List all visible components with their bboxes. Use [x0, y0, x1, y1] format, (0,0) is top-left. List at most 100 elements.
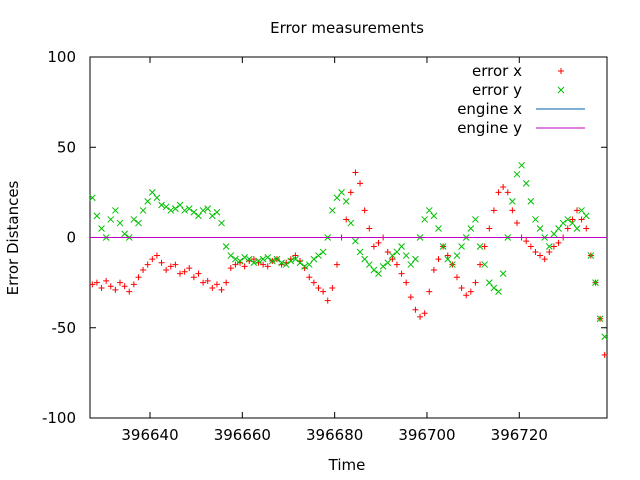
data-point — [458, 285, 465, 292]
data-point — [103, 277, 110, 284]
data-point — [153, 194, 161, 202]
data-point — [181, 268, 188, 275]
data-point — [218, 286, 225, 293]
data-point — [370, 266, 378, 274]
data-point — [282, 261, 290, 268]
data-point — [578, 207, 585, 214]
data-point — [250, 256, 257, 263]
data-point — [486, 225, 493, 232]
data-point — [398, 270, 405, 277]
data-point — [384, 248, 391, 255]
data-point — [222, 243, 230, 250]
data-point — [495, 288, 502, 296]
y-tick-label: -50 — [52, 319, 77, 337]
data-point — [241, 254, 248, 261]
data-point — [130, 216, 138, 223]
data-point — [472, 279, 479, 286]
data-point — [200, 279, 207, 286]
data-point — [158, 201, 165, 209]
data-point — [241, 263, 248, 270]
data-point — [232, 261, 239, 268]
data-point — [444, 255, 452, 263]
data-point — [356, 248, 364, 256]
data-point — [582, 212, 590, 220]
data-point — [536, 225, 544, 232]
data-point — [472, 216, 479, 223]
data-point — [389, 256, 396, 263]
x-tick-label: 396640 — [121, 426, 178, 444]
data-point — [555, 225, 562, 232]
data-point — [578, 216, 585, 223]
data-point — [328, 207, 336, 214]
data-point — [208, 212, 216, 220]
data-point — [144, 261, 151, 268]
data-point — [601, 333, 609, 341]
data-point — [412, 255, 419, 263]
x-axis-ticks: 396640 396660 396680 396700 396720 — [121, 57, 548, 444]
data-point — [564, 225, 571, 232]
data-point — [453, 252, 461, 259]
data-point — [370, 243, 377, 250]
data-point — [195, 212, 202, 220]
data-point — [407, 294, 414, 301]
data-point — [379, 263, 387, 270]
data-point — [107, 216, 115, 223]
data-point — [204, 205, 212, 212]
data-point — [393, 261, 400, 268]
data-point — [310, 279, 317, 286]
data-point — [569, 216, 576, 223]
data-point — [130, 281, 137, 288]
data-point — [190, 208, 198, 216]
y-tick-label: 50 — [57, 138, 76, 156]
data-point — [112, 286, 119, 293]
legend-label: engine y — [457, 119, 522, 137]
data-point — [140, 266, 147, 273]
data-point — [213, 281, 220, 288]
data-point — [209, 285, 216, 292]
data-point — [255, 257, 262, 265]
data-point — [417, 313, 424, 320]
data-point — [403, 279, 410, 286]
data-point — [250, 259, 258, 267]
data-point — [573, 225, 581, 232]
data-point — [116, 219, 124, 227]
data-point — [88, 194, 96, 202]
data-point — [292, 255, 299, 263]
data-point — [342, 198, 350, 205]
data-point — [481, 261, 489, 268]
data-point — [490, 284, 498, 292]
data-point — [260, 261, 267, 268]
data-point — [139, 207, 147, 214]
data-point — [361, 207, 368, 214]
data-point — [329, 285, 336, 292]
plot-series — [88, 161, 609, 358]
data-point — [527, 243, 534, 250]
data-point — [476, 243, 484, 250]
data-point — [181, 207, 188, 214]
data-point — [199, 207, 207, 214]
data-point — [264, 254, 272, 261]
data-point — [227, 252, 235, 259]
data-point — [398, 243, 405, 250]
data-point — [177, 270, 184, 277]
data-point — [167, 263, 174, 270]
data-point — [305, 261, 313, 268]
data-point — [296, 259, 304, 267]
data-point — [407, 261, 415, 268]
data-point — [264, 263, 271, 270]
data-point — [545, 243, 553, 250]
data-point — [236, 257, 244, 265]
data-point — [541, 256, 548, 263]
data-point — [185, 205, 193, 212]
data-point — [421, 310, 428, 317]
data-point — [430, 266, 437, 273]
data-point — [315, 285, 322, 292]
data-point — [149, 256, 156, 263]
data-point — [601, 351, 608, 358]
data-point — [172, 261, 179, 268]
data-point — [306, 274, 313, 281]
data-point — [426, 288, 433, 295]
data-point — [343, 216, 350, 223]
x-axis-label: Time — [328, 456, 366, 474]
data-point — [273, 255, 281, 263]
